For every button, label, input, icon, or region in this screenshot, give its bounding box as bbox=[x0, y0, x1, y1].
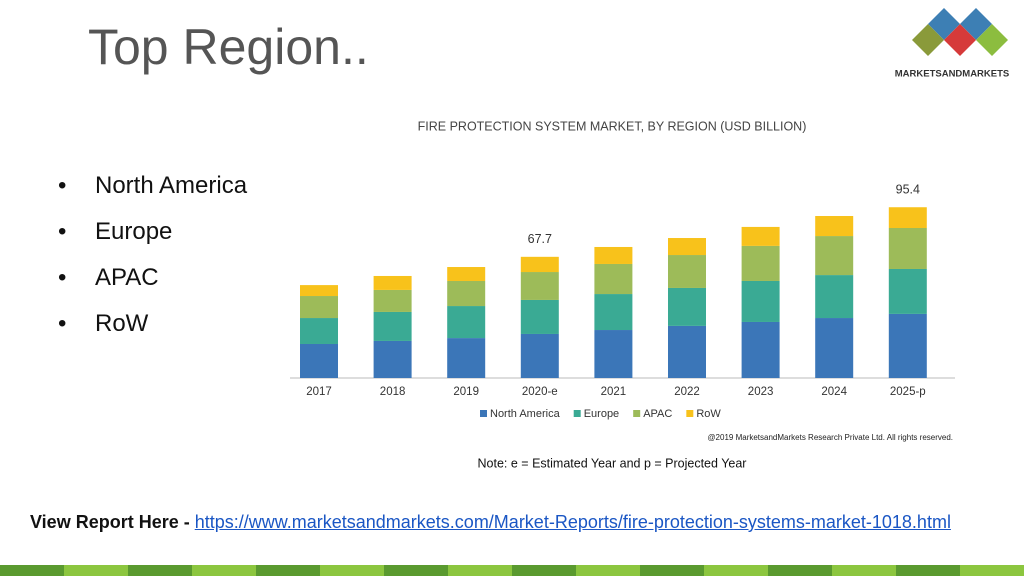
chart-title: FIRE PROTECTION SYSTEM MARKET, BY REGION… bbox=[418, 119, 807, 133]
bar-segment bbox=[815, 236, 854, 276]
bar-segment bbox=[300, 318, 338, 344]
legend-swatch bbox=[480, 410, 487, 417]
footer-label: View Report Here - bbox=[30, 512, 195, 532]
legend-label: RoW bbox=[696, 408, 721, 420]
bar-segment bbox=[447, 338, 486, 378]
bottom-stripe bbox=[0, 565, 1024, 576]
bar-segment bbox=[594, 294, 633, 331]
bar-segment bbox=[447, 280, 486, 307]
bar-segment bbox=[741, 226, 780, 246]
legend-swatch bbox=[573, 410, 581, 417]
bullet: Europe bbox=[58, 218, 247, 264]
bar-segment bbox=[815, 318, 854, 378]
x-tick-label: 2025-p bbox=[890, 386, 926, 398]
bullet: APAC bbox=[58, 264, 247, 310]
total-label: 67.7 bbox=[528, 232, 552, 246]
bar-segment bbox=[373, 275, 412, 290]
bar-segment bbox=[668, 255, 706, 288]
bar-segment bbox=[741, 280, 780, 322]
bar-segment bbox=[888, 207, 927, 228]
logo-text: MARKETSANDMARKETS bbox=[895, 69, 1010, 80]
bar-segment bbox=[668, 238, 706, 256]
bar-segment bbox=[888, 313, 927, 378]
legend-label: North America bbox=[490, 408, 561, 420]
bar-segment bbox=[373, 311, 412, 341]
bullet: RoW bbox=[58, 310, 247, 356]
bar-segment bbox=[594, 330, 633, 378]
note: Note: e = Estimated Year and p = Project… bbox=[478, 456, 747, 470]
x-tick-label: 2019 bbox=[453, 386, 479, 398]
report-link[interactable]: https://www.marketsandmarkets.com/Market… bbox=[194, 512, 951, 532]
x-tick-label: 2020-e bbox=[522, 386, 558, 398]
bar-segment bbox=[520, 299, 559, 334]
x-tick-label: 2022 bbox=[674, 386, 700, 398]
bar-segment bbox=[668, 325, 706, 378]
bar-segment bbox=[888, 227, 927, 269]
bar-segment bbox=[741, 321, 780, 378]
legend-label: Europe bbox=[584, 408, 619, 420]
bar-segment bbox=[815, 275, 854, 319]
x-tick-label: 2023 bbox=[748, 386, 774, 398]
bar-segment bbox=[300, 285, 338, 297]
footer: View Report Here - https://www.marketsan… bbox=[30, 510, 1000, 534]
bar-segment bbox=[668, 287, 706, 326]
legend-label: APAC bbox=[643, 408, 672, 420]
legend-swatch bbox=[633, 410, 641, 417]
bar-segment bbox=[373, 340, 412, 378]
logo: MARKETSANDMARKETS bbox=[895, 8, 1010, 80]
bar-segment bbox=[447, 306, 486, 339]
x-tick-label: 2024 bbox=[821, 386, 847, 398]
bar-segment bbox=[888, 268, 927, 314]
bar-segment bbox=[447, 267, 486, 281]
bar-segment bbox=[520, 272, 559, 300]
bar-segment bbox=[594, 263, 633, 295]
total-label: 95.4 bbox=[896, 183, 920, 197]
bar-segment bbox=[594, 246, 633, 264]
legend-swatch bbox=[686, 410, 694, 417]
bar-segment bbox=[300, 296, 338, 319]
x-tick-label: 2021 bbox=[601, 386, 627, 398]
x-tick-label: 2018 bbox=[380, 386, 406, 398]
bar-segment bbox=[373, 289, 412, 312]
x-tick-label: 2017 bbox=[306, 386, 332, 398]
bar-segment bbox=[815, 216, 854, 237]
bar-segment bbox=[300, 343, 338, 378]
bar-segment bbox=[520, 333, 559, 378]
bar-segment bbox=[520, 256, 559, 273]
chart: FIRE PROTECTION SYSTEM MARKET, BY REGION… bbox=[290, 119, 955, 470]
bar-segment bbox=[741, 245, 780, 281]
bullet: North America bbox=[58, 172, 247, 218]
copyright: @2019 MarketsandMarkets Research Private… bbox=[707, 433, 953, 442]
slide-title: Top Region.. bbox=[88, 19, 369, 75]
